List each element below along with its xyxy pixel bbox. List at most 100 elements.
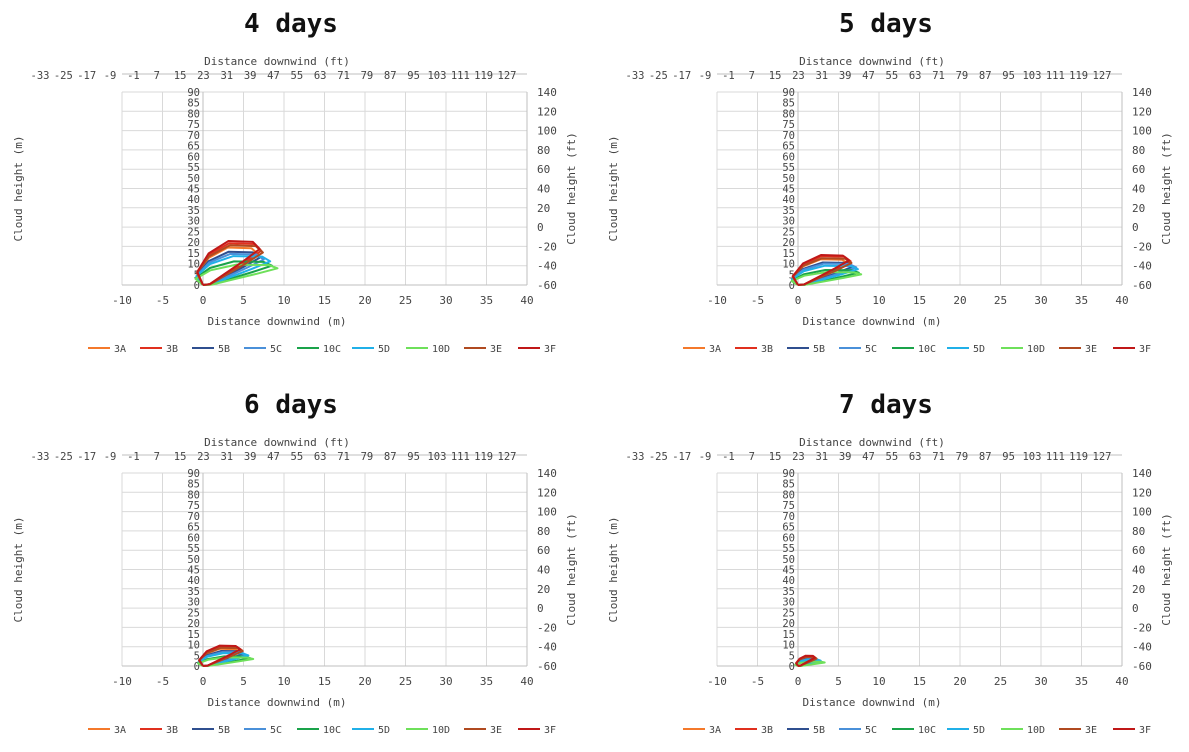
x2-tick-label: 31: [815, 451, 828, 463]
y-tick-label: 30: [782, 597, 795, 609]
y-tick-label: 75: [782, 119, 795, 131]
y2-tick-label: -60: [1132, 279, 1152, 292]
x-axis-title: Distance downwind (m): [802, 315, 941, 328]
x2-tick-label: -25: [649, 70, 668, 82]
y-tick-label: 70: [782, 130, 795, 142]
y-tick-label: 30: [187, 597, 200, 609]
y2-tick-label: 120: [1132, 486, 1152, 499]
legend-entry: 10C: [918, 344, 936, 355]
x2-tick-label: 23: [197, 70, 210, 82]
legend: 3A 3B 5B 5C 10C 5D 10D 3E 3F: [88, 344, 556, 355]
legend-entry: 5C: [270, 344, 282, 355]
x2-tick-label: 63: [314, 70, 327, 82]
series-line-10d: [794, 660, 826, 667]
x-tick-label: -10: [112, 294, 132, 307]
legend-entry: 3B: [166, 725, 178, 736]
x-tick-label: 10: [872, 294, 885, 307]
x2-tick-label: 7: [749, 451, 755, 463]
legend-entry: 3A: [709, 725, 721, 736]
x2-tick-label: 103: [1022, 451, 1041, 463]
legend-entry: 5B: [218, 725, 230, 736]
legend-entry: 5C: [865, 725, 877, 736]
x2-tick-label: 39: [839, 70, 852, 82]
legend-entry: 5B: [813, 344, 825, 355]
y-tick-label: 75: [187, 500, 200, 512]
series-line-3f: [795, 654, 816, 667]
x2-tick-label: -17: [77, 451, 96, 463]
y-tick-label: 65: [782, 141, 795, 153]
x2-tick-label: 7: [749, 70, 755, 82]
y-tick-label: 65: [187, 522, 200, 534]
y2-tick-label: 60: [537, 163, 550, 176]
x-tick-label: 30: [439, 675, 452, 688]
y-tick-label: 75: [782, 500, 795, 512]
y2-tick-label: 80: [1132, 144, 1145, 157]
legend-entry: 10D: [432, 344, 450, 355]
x2-tick-label: 15: [174, 451, 187, 463]
x-tick-label: 40: [520, 294, 533, 307]
y2-tick-label: 40: [537, 564, 550, 577]
x2-tick-label: 127: [1093, 451, 1112, 463]
y-tick-label: 0: [194, 661, 200, 673]
y-tick-label: 75: [187, 119, 200, 131]
x-tick-label: 25: [399, 675, 412, 688]
y2-tick-label: 100: [537, 506, 557, 519]
legend-entry: 5D: [973, 725, 985, 736]
series-group: [794, 654, 826, 667]
legend-entry: 3F: [544, 725, 556, 736]
x2-tick-label: 7: [154, 70, 160, 82]
x2-tick-label: 95: [407, 70, 420, 82]
legend-entry: 5C: [865, 344, 877, 355]
chart-panel-6-days: 6 days -10 -5 0 5 10 15 20 25 30 35 40 -33 -25 -17 -9 -1…: [0, 381, 594, 752]
y-tick-label: 85: [187, 479, 200, 491]
legend-entry: 5D: [378, 725, 390, 736]
x2-axis-title: Distance downwind (ft): [799, 55, 945, 68]
chart-panel-5-days: 5 days -10 -5 0 5 10 15 20 25 30 35 40 -33 -25 -17 -9 -1…: [595, 0, 1189, 371]
y-tick-label: 90: [782, 468, 795, 480]
x2-tick-label: 55: [291, 451, 304, 463]
y-tick-label: 70: [187, 130, 200, 142]
x2-tick-label: 119: [474, 70, 493, 82]
y-axis-title: Cloud height (m): [12, 136, 25, 242]
x2-tick-label: 31: [220, 70, 233, 82]
x2-tick-label: 55: [886, 451, 899, 463]
y-tick-label: 30: [782, 216, 795, 228]
y-tick-label: 85: [782, 98, 795, 110]
y2-tick-label: -40: [537, 260, 557, 273]
y2-tick-label: 120: [537, 486, 557, 499]
y2-tick-label: -20: [537, 621, 557, 634]
x-tick-label: 15: [913, 294, 926, 307]
y-tick-label: 50: [782, 173, 795, 185]
x2-tick-label: 79: [956, 70, 969, 82]
x-tick-label: -10: [112, 675, 132, 688]
x2-tick-label: 111: [1046, 451, 1065, 463]
y-tick-label: 55: [187, 162, 200, 174]
y-tick-label: 35: [187, 586, 200, 598]
y-tick-label: 40: [782, 575, 795, 587]
x2-tick-label: -1: [722, 451, 735, 463]
x2-tick-label: -9: [104, 70, 117, 82]
y-axis-title: Cloud height (m): [12, 517, 25, 623]
legend-entry: 3E: [1085, 725, 1097, 736]
y-tick-label: 5: [789, 269, 795, 281]
y-tick-label: 35: [782, 586, 795, 598]
x2-tick-label: 47: [862, 451, 875, 463]
x-tick-label: 0: [795, 675, 802, 688]
y-tick-label: 20: [782, 618, 795, 630]
x2-tick-label: 31: [220, 451, 233, 463]
y-tick-label: 55: [187, 543, 200, 555]
x-tick-label: -5: [751, 675, 764, 688]
y2-tick-label: 0: [537, 221, 544, 234]
legend-entry: 10C: [918, 725, 936, 736]
gridlines: [121, 91, 528, 286]
x2-tick-label: -25: [54, 70, 73, 82]
y-tick-label: 5: [194, 650, 200, 662]
y-tick-label: 15: [187, 248, 200, 260]
x2-axis-title: Distance downwind (ft): [204, 436, 350, 449]
y2-tick-label: 0: [537, 602, 544, 615]
y-tick-label: 80: [782, 108, 795, 120]
x-tick-label: -10: [707, 675, 727, 688]
y2-tick-label: 140: [537, 86, 557, 99]
x-tick-label: -5: [156, 294, 169, 307]
y2-axis-title: Cloud height (ft): [1160, 132, 1173, 245]
